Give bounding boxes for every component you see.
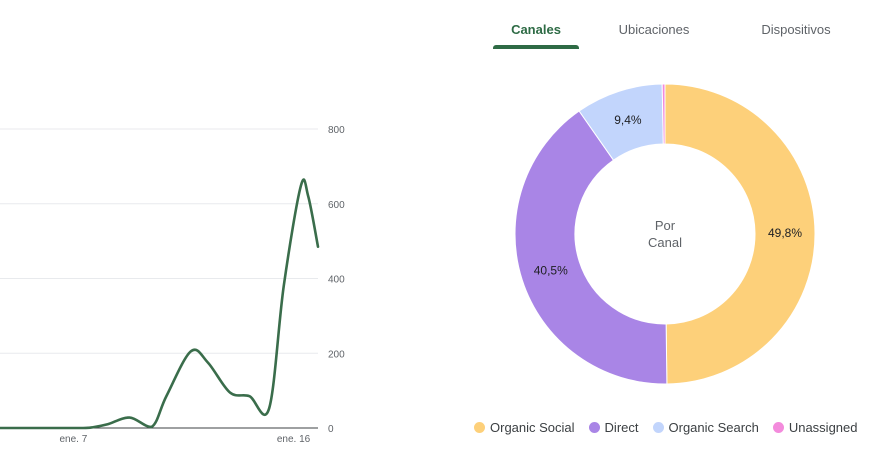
series-line — [0, 178, 320, 430]
donut-slice-unassigned — [661, 83, 666, 145]
active-tab-indicator — [493, 45, 579, 49]
legend-swatch — [652, 421, 664, 433]
legend-label: Organic Social — [490, 419, 575, 435]
x-tick-label: ene. 16 — [277, 434, 311, 445]
donut-center-label: Por — [655, 218, 676, 233]
legend-swatch — [772, 421, 784, 433]
donut-legend: Organic Social Direct Organic Search Una… — [474, 418, 857, 436]
tab-bar: Canales Ubicaciones Dispositivos — [486, 0, 856, 52]
legend-label: Direct — [604, 419, 639, 435]
donut-chart: 49,8% 40,5% 9,4% Por Canal — [514, 83, 816, 385]
legend-item-organic-search[interactable]: Organic Search — [652, 419, 759, 435]
legend-swatch — [474, 421, 485, 433]
legend-label: Unassigned — [788, 419, 858, 435]
donut-slice-label: 40,5% — [534, 264, 568, 278]
legend-item-direct[interactable]: Direct — [588, 419, 639, 435]
legend-item-unassigned[interactable]: Unassigned — [772, 419, 858, 435]
legend-item-organic-social[interactable]: Organic Social — [474, 420, 575, 435]
donut-slice-label: 9,4% — [614, 113, 642, 127]
y-tick-label: 0 — [328, 424, 334, 435]
line-chart: 0 200 400 600 800 ene. 7 ene. 16 — [0, 125, 345, 445]
tab-ubicaciones[interactable]: Ubicaciones — [618, 22, 690, 37]
y-tick-label: 600 — [328, 200, 345, 211]
donut-slice-label: 49,8% — [768, 226, 802, 240]
y-tick-label: 800 — [328, 125, 345, 136]
y-tick-label: 200 — [328, 349, 345, 360]
donut-slice-direct — [514, 110, 668, 385]
legend-label: Organic Search — [668, 419, 759, 435]
legend-swatch — [588, 421, 600, 433]
donut-center-label: Canal — [648, 235, 682, 250]
x-tick-label: ene. 7 — [59, 434, 87, 445]
y-tick-label: 400 — [328, 275, 345, 286]
donut-slice-organic-social — [664, 83, 816, 385]
tab-dispositivos[interactable]: Dispositivos — [761, 22, 831, 37]
tab-canales[interactable]: Canales — [511, 22, 561, 37]
